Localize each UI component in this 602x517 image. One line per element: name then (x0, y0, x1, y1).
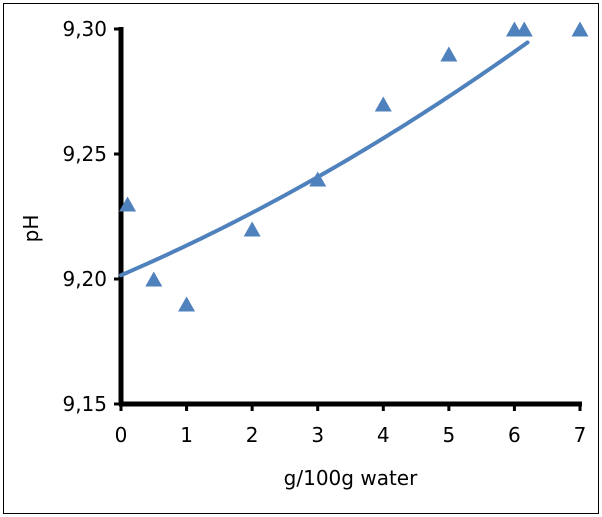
data-point-triangle (119, 196, 137, 212)
data-point-triangle (571, 21, 589, 37)
data-point-triangle (515, 21, 533, 37)
x-tick-label: 5 (442, 423, 455, 447)
data-point-triangle (440, 46, 458, 62)
y-tick-label: 9,20 (62, 267, 107, 291)
x-tick-label: 7 (574, 423, 587, 447)
y-tick-label: 9,25 (62, 142, 107, 166)
x-tick-label: 1 (180, 423, 193, 447)
data-point-triangle (374, 96, 392, 112)
x-tick-label: 4 (377, 423, 390, 447)
data-point-triangle (178, 296, 196, 312)
trendline-layer (119, 40, 530, 278)
x-tick-label: 6 (508, 423, 521, 447)
x-tick-label: 3 (311, 423, 324, 447)
data-point-triangle (309, 171, 327, 187)
y-axis-title: pH (19, 215, 43, 243)
y-tick-label: 9,30 (62, 17, 107, 41)
trendline (119, 40, 530, 278)
tick-labels: 9,15 9,20 9,25 9,30 0 1 2 3 4 5 6 7 (62, 17, 586, 447)
data-point-triangle (145, 271, 163, 287)
axis-ticks (114, 27, 582, 411)
x-axis-title: g/100g water (284, 466, 418, 490)
y-tick-label: 9,15 (62, 392, 107, 416)
x-tick-label: 2 (246, 423, 259, 447)
chart-frame: 9,15 9,20 9,25 9,30 0 1 2 3 4 5 6 7 g/100g water pH (3, 3, 599, 514)
scatter-chart: 9,15 9,20 9,25 9,30 0 1 2 3 4 5 6 7 g/100g water pH (19, 17, 589, 490)
axes (118, 27, 582, 407)
data-points (119, 21, 589, 312)
x-tick-label: 0 (115, 423, 128, 447)
data-point-triangle (243, 221, 261, 237)
